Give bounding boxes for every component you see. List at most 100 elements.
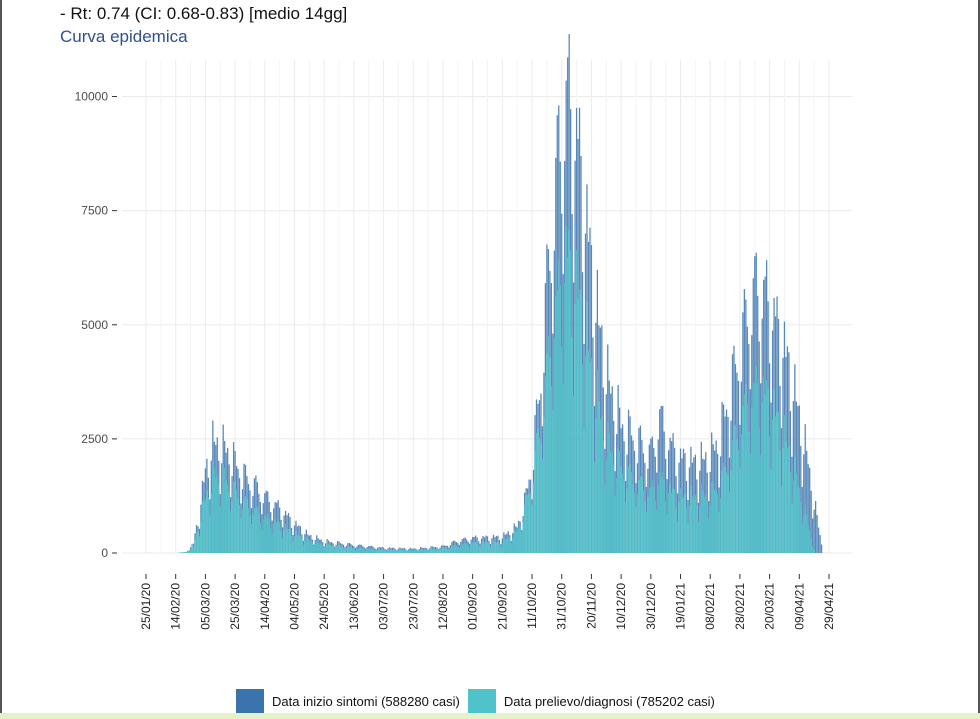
bar-symptoms — [237, 498, 239, 553]
bar-symptoms — [764, 394, 766, 553]
bar-symptoms — [204, 499, 207, 553]
bar-symptoms — [218, 483, 220, 553]
bar-symptoms — [342, 547, 345, 553]
bar-symptoms — [800, 502, 802, 553]
bar-symptoms — [714, 489, 716, 553]
bar-symptoms — [577, 298, 579, 553]
bar-symptoms — [243, 498, 245, 553]
bar-symptoms — [728, 492, 731, 553]
bar-symptoms — [739, 467, 741, 553]
bar-symptoms — [253, 508, 256, 553]
bar-symptoms — [394, 550, 397, 553]
bar-symptoms — [227, 485, 229, 553]
bar-symptoms — [571, 337, 573, 553]
bar-symptoms — [412, 550, 414, 553]
bar-symptoms — [765, 379, 768, 553]
bar-symptoms — [497, 541, 499, 553]
bar-symptoms — [503, 538, 505, 553]
bar-symptoms — [382, 549, 385, 553]
bar-symptoms — [197, 532, 199, 553]
bar-symptoms — [437, 550, 440, 553]
bar-symptoms — [495, 542, 498, 553]
bar-symptoms — [259, 523, 261, 553]
bar-symptoms — [722, 462, 725, 553]
bar-symptoms — [301, 539, 303, 553]
bar-symptoms — [621, 473, 624, 553]
bar-symptoms — [365, 550, 367, 553]
bar-symptoms — [697, 522, 699, 553]
bar-symptoms — [716, 494, 719, 553]
bar-symptoms — [363, 549, 365, 553]
bar-diagnosis — [800, 445, 802, 553]
bar-symptoms — [229, 511, 232, 553]
rt-line: - Rt: 0.74 (CI: 0.68-0.83) [medio 14gg] — [60, 4, 348, 23]
bar-symptoms — [428, 550, 431, 553]
bar-symptoms — [651, 479, 653, 553]
bar-symptoms — [540, 443, 542, 553]
bar-symptoms — [351, 547, 354, 553]
bar-symptoms — [390, 549, 392, 553]
bar-symptoms — [206, 490, 208, 553]
bar-symptoms — [567, 257, 569, 553]
bar-symptoms — [813, 549, 815, 553]
bar-symptoms — [694, 495, 697, 553]
bar-symptoms — [650, 486, 652, 553]
bar-symptoms — [451, 546, 453, 553]
x-tick-label: 19/01/21 — [674, 583, 688, 630]
bar-symptoms — [537, 428, 539, 553]
bar-symptoms — [336, 545, 339, 553]
bar-symptoms — [574, 303, 576, 553]
bar-symptoms — [584, 356, 587, 553]
bar-symptoms — [310, 540, 312, 553]
bar-diagnosis — [807, 464, 809, 553]
bar-symptoms — [581, 364, 584, 553]
bar-symptoms — [773, 389, 775, 553]
x-tick-label: 12/08/20 — [436, 583, 450, 630]
bar-symptoms — [543, 417, 545, 553]
bar-symptoms — [639, 475, 642, 553]
bar-symptoms — [374, 550, 376, 553]
legend-label-symptoms: Data inizio sintomi (588280 casi) — [272, 693, 460, 709]
bar-symptoms — [292, 542, 294, 553]
bar-symptoms — [745, 383, 747, 553]
bar-symptoms — [693, 499, 695, 553]
bar-symptoms — [718, 511, 720, 553]
bar-symptoms — [789, 471, 792, 553]
x-tick-label: 21/09/20 — [495, 583, 509, 630]
bar-symptoms — [525, 495, 527, 553]
bar-symptoms — [350, 546, 352, 553]
bar-symptoms — [633, 492, 636, 553]
bar-symptoms — [602, 441, 604, 553]
bar-symptoms — [507, 537, 509, 553]
bar-symptoms — [348, 546, 351, 553]
bar-symptoms — [264, 515, 266, 553]
bar-symptoms — [806, 514, 808, 553]
bar-symptoms — [330, 545, 333, 553]
x-tick-label: 08/02/21 — [703, 583, 717, 630]
bar-symptoms — [534, 450, 536, 553]
bar-symptoms — [314, 544, 316, 553]
bar-symptoms — [191, 545, 193, 553]
bar-symptoms — [241, 508, 244, 553]
bar-symptoms — [712, 481, 714, 553]
bar-symptoms — [406, 551, 408, 553]
bar-symptoms — [783, 415, 786, 553]
bar-symptoms — [737, 450, 740, 553]
bar-diagnosis — [798, 405, 800, 553]
bar-symptoms — [690, 486, 692, 553]
bar-symptoms — [188, 551, 190, 553]
bar-symptoms — [685, 507, 688, 553]
bar-symptoms — [443, 547, 446, 553]
bar-symptoms — [403, 549, 405, 553]
bar-symptoms — [647, 496, 649, 553]
bar-symptoms — [244, 496, 247, 553]
bar-symptoms — [307, 538, 309, 553]
x-tick-label: 24/05/20 — [317, 583, 331, 630]
bar-symptoms — [366, 548, 368, 553]
bar-symptoms — [526, 494, 529, 553]
bar-symptoms — [201, 500, 204, 553]
bar-symptoms — [423, 549, 425, 553]
axis-layer: 0 2500 5000 7500 10000 25/01/20 14/02/20 05/03/… — [75, 90, 836, 630]
bar-symptoms — [185, 551, 187, 553]
